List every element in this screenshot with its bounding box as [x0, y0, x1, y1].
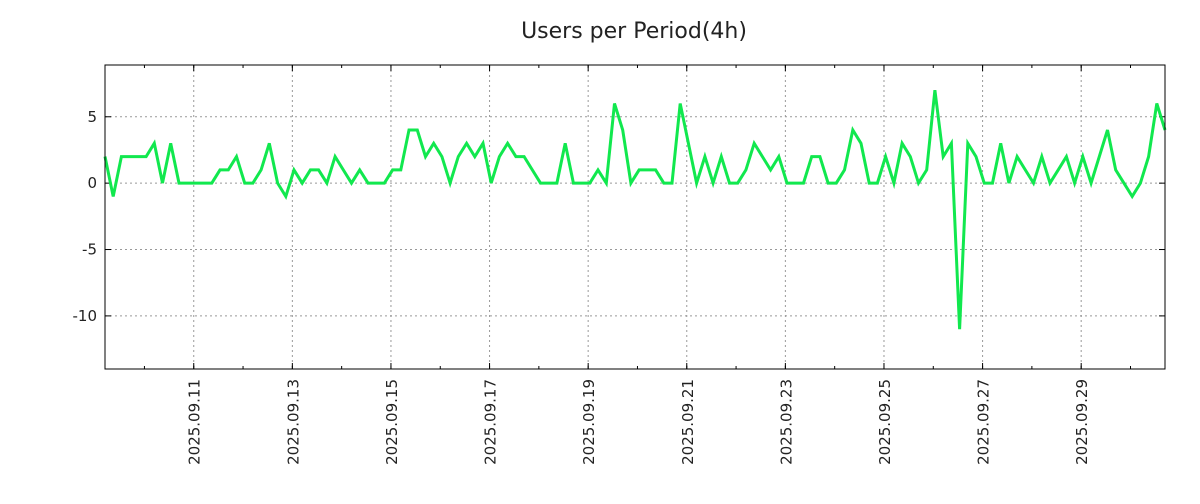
chart-title: Users per Period(4h): [521, 19, 747, 44]
x-tick-label: 2025.09.13: [284, 379, 302, 465]
y-tick-label: 0: [87, 174, 97, 192]
y-tick-label: -5: [82, 241, 97, 259]
y-tick-label: 5: [87, 108, 97, 126]
x-axis: 2025.09.11 2025.09.13 2025.09.15 2025.09.17…: [144, 65, 1130, 465]
x-tick-label: 2025.09.29: [1073, 379, 1091, 465]
x-tick-label: 2025.09.15: [383, 379, 401, 465]
x-tick-label: 2025.09.27: [975, 379, 993, 465]
series-group: [105, 90, 1165, 329]
series-line-users: [105, 90, 1165, 329]
plot-frame: [105, 65, 1165, 369]
grid: [105, 65, 1165, 369]
x-tick-label: 2025.09.19: [580, 379, 598, 465]
x-tick-label: 2025.09.17: [482, 379, 500, 465]
x-tick-label: 2025.09.25: [876, 379, 894, 465]
x-tick-label: 2025.09.21: [679, 379, 697, 465]
x-tick-label: 2025.09.23: [777, 379, 795, 465]
x-tick-label: 2025.09.11: [186, 379, 204, 465]
y-tick-label: -10: [73, 307, 98, 325]
y-axis: 5 0 -5 -10: [73, 108, 1166, 325]
